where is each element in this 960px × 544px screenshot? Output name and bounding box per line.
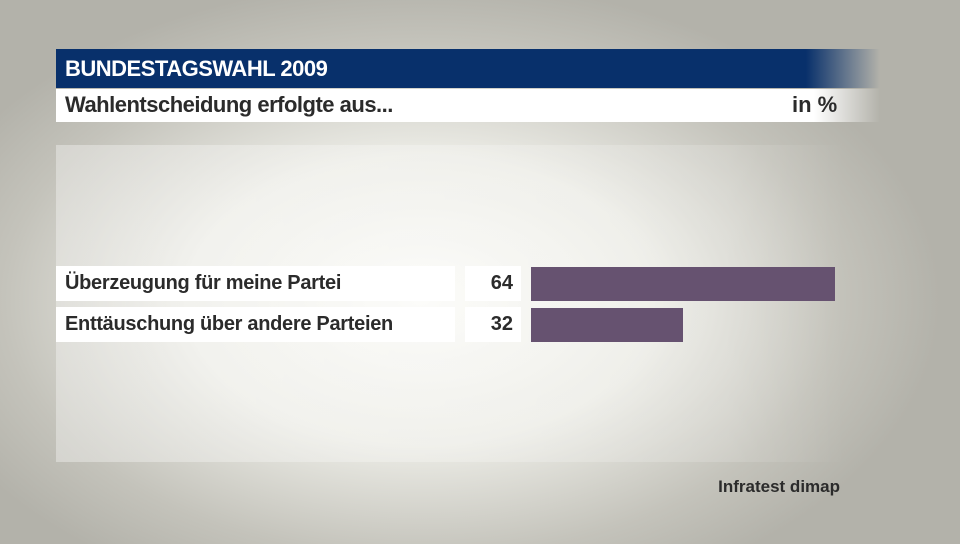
category-label-box: Enttäuschung über andere Parteien bbox=[56, 307, 455, 342]
chart-panel bbox=[56, 145, 846, 462]
chart-title: BUNDESTAGSWAHL 2009 bbox=[65, 56, 328, 81]
value-label-box: 64 bbox=[465, 266, 521, 301]
chart-subtitle: Wahlentscheidung erfolgte aus... bbox=[65, 92, 393, 117]
category-label: Überzeugung für meine Partei bbox=[65, 272, 342, 294]
bar bbox=[531, 267, 835, 301]
value-label-box: 32 bbox=[465, 307, 521, 342]
subtitle-bar: Wahlentscheidung erfolgte aus... in % bbox=[56, 89, 880, 122]
category-label-box: Überzeugung für meine Partei bbox=[56, 266, 455, 301]
value-label: 32 bbox=[490, 313, 513, 335]
bar bbox=[531, 308, 683, 342]
unit-label: in % bbox=[792, 92, 838, 117]
chart-header: BUNDESTAGSWAHL 2009 bbox=[56, 49, 880, 88]
category-label: Enttäuschung über andere Parteien bbox=[65, 313, 393, 335]
value-label: 64 bbox=[490, 272, 513, 294]
source-label: Infratest dimap bbox=[718, 477, 840, 496]
